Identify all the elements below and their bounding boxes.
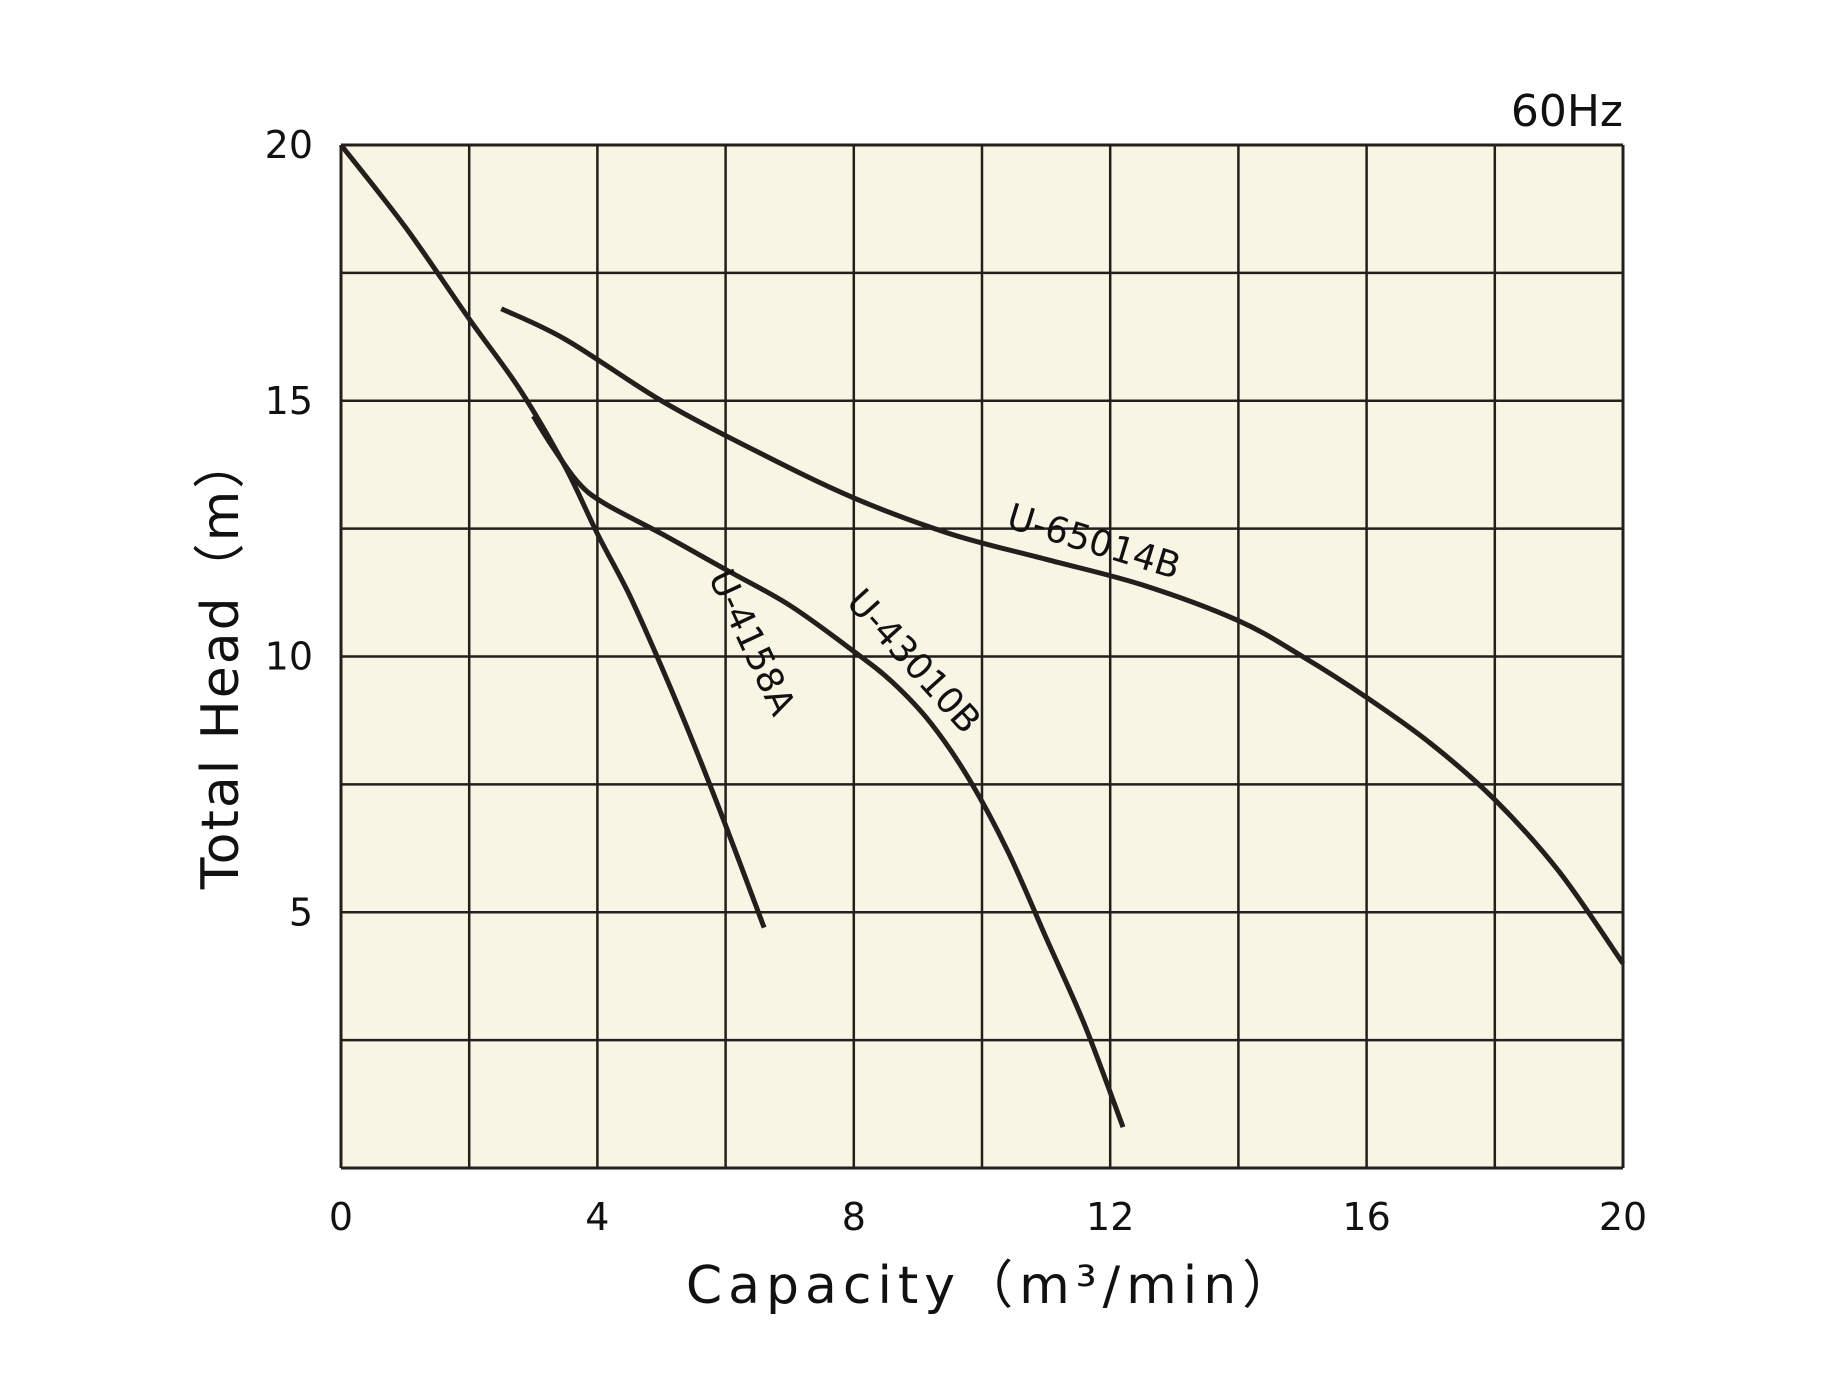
- tick-labels: 0 4 8 12 16 20 5 10 15 20: [265, 123, 1648, 1239]
- y-tick-label: 15: [265, 379, 313, 423]
- x-tick-label: 4: [585, 1195, 609, 1239]
- series-line-u-4158a: [339, 143, 767, 929]
- x-tick-label: 0: [329, 1195, 353, 1239]
- x-tick-label: 12: [1086, 1195, 1134, 1239]
- x-tick-label: 8: [842, 1195, 866, 1239]
- series-line-u-43010b: [531, 414, 1126, 1128]
- x-tick-label: 16: [1342, 1195, 1390, 1239]
- y-tick-label: 10: [265, 635, 313, 679]
- series-line-u-65014b: [500, 306, 1626, 965]
- frequency-label: 60Hz: [1511, 86, 1623, 137]
- y-tick-label: 20: [265, 123, 313, 167]
- x-tick-label: 20: [1599, 1195, 1647, 1239]
- series-lines: [339, 143, 1626, 1128]
- y-tick-label: 5: [289, 890, 313, 934]
- y-axis-title: Total Head（m）: [191, 435, 251, 891]
- x-axis-title: Capacity（m³/min）: [686, 1256, 1300, 1316]
- grid: [339, 143, 1625, 1170]
